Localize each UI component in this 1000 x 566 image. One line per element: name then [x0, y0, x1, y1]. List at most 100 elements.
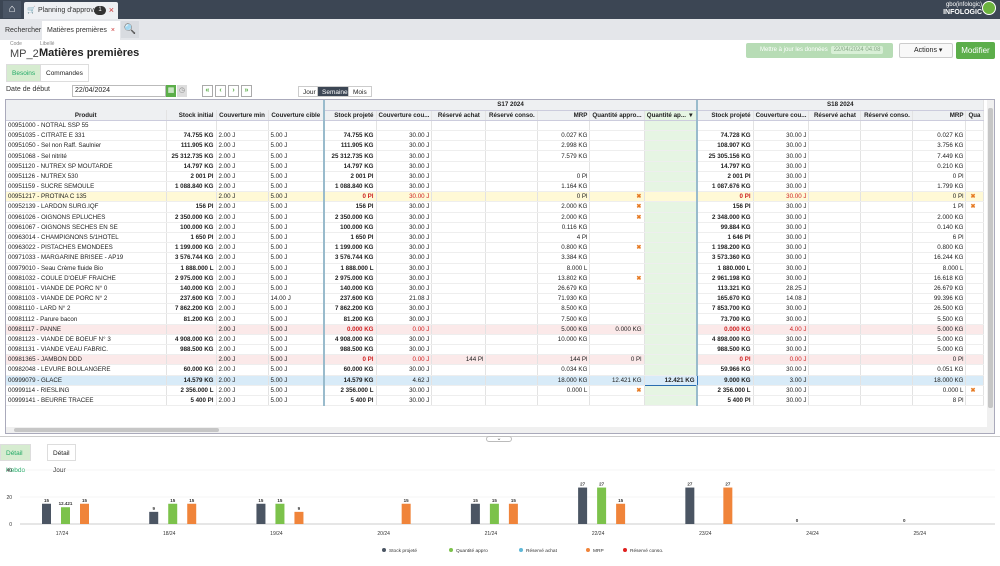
table-cell[interactable]	[589, 303, 645, 315]
table-cell[interactable]: 2.00 J	[216, 354, 269, 366]
tab-detail-hebdo[interactable]: Détail Hebdo	[0, 444, 32, 474]
table-cell[interactable]	[485, 232, 539, 244]
table-cell[interactable]	[644, 171, 699, 183]
table-cell[interactable]: 00981101 - VIANDE DE PORC N° 0	[6, 283, 167, 295]
table-cell[interactable]: 0.027 KG	[537, 130, 591, 142]
table-cell[interactable]: 2.00 J	[216, 232, 269, 244]
start-date-input[interactable]: 22/04/2024	[72, 85, 166, 97]
table-cell[interactable]	[860, 150, 914, 162]
table-cell[interactable]: 30.00 J	[753, 171, 810, 183]
table-cell[interactable]: 1 199.000 KG	[166, 242, 217, 254]
table-cell[interactable]	[431, 252, 487, 264]
table-cell[interactable]: 30.00 J	[376, 273, 433, 284]
table-cell[interactable]	[753, 120, 810, 132]
table-cell[interactable]: 3.384 KG	[537, 252, 591, 264]
table-cell[interactable]: ✖	[589, 385, 645, 396]
table-cell[interactable]: 59.966 KG	[697, 364, 754, 376]
table-cell[interactable]: 00981365 - JAMBON DDD	[6, 354, 167, 366]
table-cell[interactable]	[808, 283, 862, 295]
table-cell[interactable]	[860, 334, 914, 346]
table-cell[interactable]: 2 001 Pl	[697, 171, 754, 183]
table-cell[interactable]: 2.000 KG	[537, 201, 591, 213]
table-cell[interactable]	[644, 130, 699, 142]
col-couv-cible[interactable]: Couverture cible	[268, 110, 325, 121]
table-cell[interactable]: 74.755 KG	[324, 130, 377, 142]
table-cell[interactable]: 1 888.000 L	[166, 263, 217, 274]
table-cell[interactable]	[860, 313, 914, 325]
table-row[interactable]: 00981101 - VIANDE DE PORC N° 0 140.000 KG…	[6, 283, 984, 295]
table-cell[interactable]: 30.00 J	[753, 313, 810, 325]
table-cell[interactable]: 00981110 - LARD N° 2	[6, 303, 167, 315]
table-cell[interactable]: 0 Pl	[912, 171, 967, 183]
table-cell[interactable]: 2.00 J	[216, 273, 269, 284]
table-cell[interactable]: 2.00 J	[216, 140, 269, 152]
table-cell[interactable]	[965, 212, 984, 223]
table-cell[interactable]: 30.00 J	[376, 212, 433, 223]
table-cell[interactable]: 30.00 J	[376, 364, 433, 376]
table-cell[interactable]	[965, 171, 984, 183]
table-cell[interactable]	[431, 140, 487, 152]
table-cell[interactable]: 5.00 J	[268, 395, 325, 407]
table-cell[interactable]: 4.00 J	[753, 324, 810, 335]
table-cell[interactable]: 30.00 J	[753, 334, 810, 346]
col-produit[interactable]: Produit	[6, 110, 167, 121]
table-cell[interactable]: 16.618 KG	[912, 273, 967, 284]
table-cell[interactable]: 2.00 J	[216, 395, 269, 407]
table-cell[interactable]	[860, 242, 914, 254]
table-cell[interactable]: 0 Pl	[697, 354, 754, 366]
table-cell[interactable]: 0.00 J	[753, 354, 810, 366]
table-cell[interactable]: 00981131 - VIANDE VEAU FABRIC.	[6, 344, 167, 356]
table-cell[interactable]	[589, 161, 645, 172]
table-cell[interactable]	[589, 181, 645, 193]
table-cell[interactable]	[644, 201, 699, 213]
table-cell[interactable]: 21.08 J	[376, 293, 433, 305]
table-cell[interactable]	[644, 161, 699, 172]
table-cell[interactable]: 0 Pl	[537, 171, 591, 183]
table-cell[interactable]	[485, 334, 539, 346]
col-couverture-2[interactable]: Couverture cou...	[753, 110, 810, 121]
table-cell[interactable]: 00951050 - Sel non Raff. Saulnier	[6, 140, 167, 152]
table-cell[interactable]: 2.00 J	[216, 212, 269, 223]
table-cell[interactable]: 30.00 J	[376, 171, 433, 183]
table-cell[interactable]: 3.756 KG	[912, 140, 967, 152]
table-cell[interactable]: 00963014 - CHAMPIGNONS 5/1HOTEL	[6, 232, 167, 244]
table-cell[interactable]: 8 Pl	[912, 395, 967, 407]
table-cell[interactable]	[860, 181, 914, 193]
panel-splitter[interactable]: ⌄	[0, 436, 1000, 442]
table-cell[interactable]: 108.907 KG	[697, 140, 754, 152]
table-cell[interactable]	[965, 120, 984, 132]
table-cell[interactable]	[965, 364, 984, 376]
table-cell[interactable]	[965, 303, 984, 315]
table-cell[interactable]: 988.500 KG	[166, 344, 217, 356]
table-cell[interactable]: 237.600 KG	[166, 293, 217, 305]
table-row[interactable]: 00979010 - Seau Crème fluide Bio 1 888.00…	[6, 263, 984, 274]
table-cell[interactable]	[808, 252, 862, 264]
table-cell[interactable]	[860, 212, 914, 223]
table-cell[interactable]	[166, 191, 217, 203]
table-cell[interactable]: 30.00 J	[376, 191, 433, 203]
table-cell[interactable]	[431, 293, 487, 305]
table-cell[interactable]: 81.200 KG	[166, 313, 217, 325]
table-cell[interactable]: 00951126 - NUTREX 530	[6, 171, 167, 183]
table-cell[interactable]: 5.00 J	[268, 232, 325, 244]
table-row[interactable]: 00961067 - OIGNONS SECHES EN SE 100.000 K…	[6, 222, 984, 233]
actions-button[interactable]: Actions ▾	[899, 43, 953, 58]
table-cell[interactable]	[537, 120, 591, 132]
table-cell[interactable]: 0.000 KG	[589, 324, 645, 335]
table-cell[interactable]: 5.00 J	[268, 150, 325, 162]
table-cell[interactable]	[644, 150, 699, 162]
table-cell[interactable]: 30.00 J	[376, 395, 433, 407]
table-cell[interactable]	[589, 120, 645, 132]
table-cell[interactable]: 5 400 Pl	[697, 395, 754, 407]
table-cell[interactable]: 2 975.000 KG	[324, 273, 377, 284]
table-cell[interactable]	[216, 120, 269, 132]
col-couverture[interactable]: Couverture cou...	[376, 110, 433, 121]
table-cell[interactable]	[485, 395, 539, 407]
table-cell[interactable]	[860, 171, 914, 183]
table-cell[interactable]	[485, 191, 539, 203]
table-cell[interactable]	[644, 120, 699, 132]
vertical-scrollbar[interactable]	[987, 100, 994, 430]
table-cell[interactable]: 7 853.700 KG	[697, 303, 754, 315]
table-cell[interactable]	[808, 212, 862, 223]
